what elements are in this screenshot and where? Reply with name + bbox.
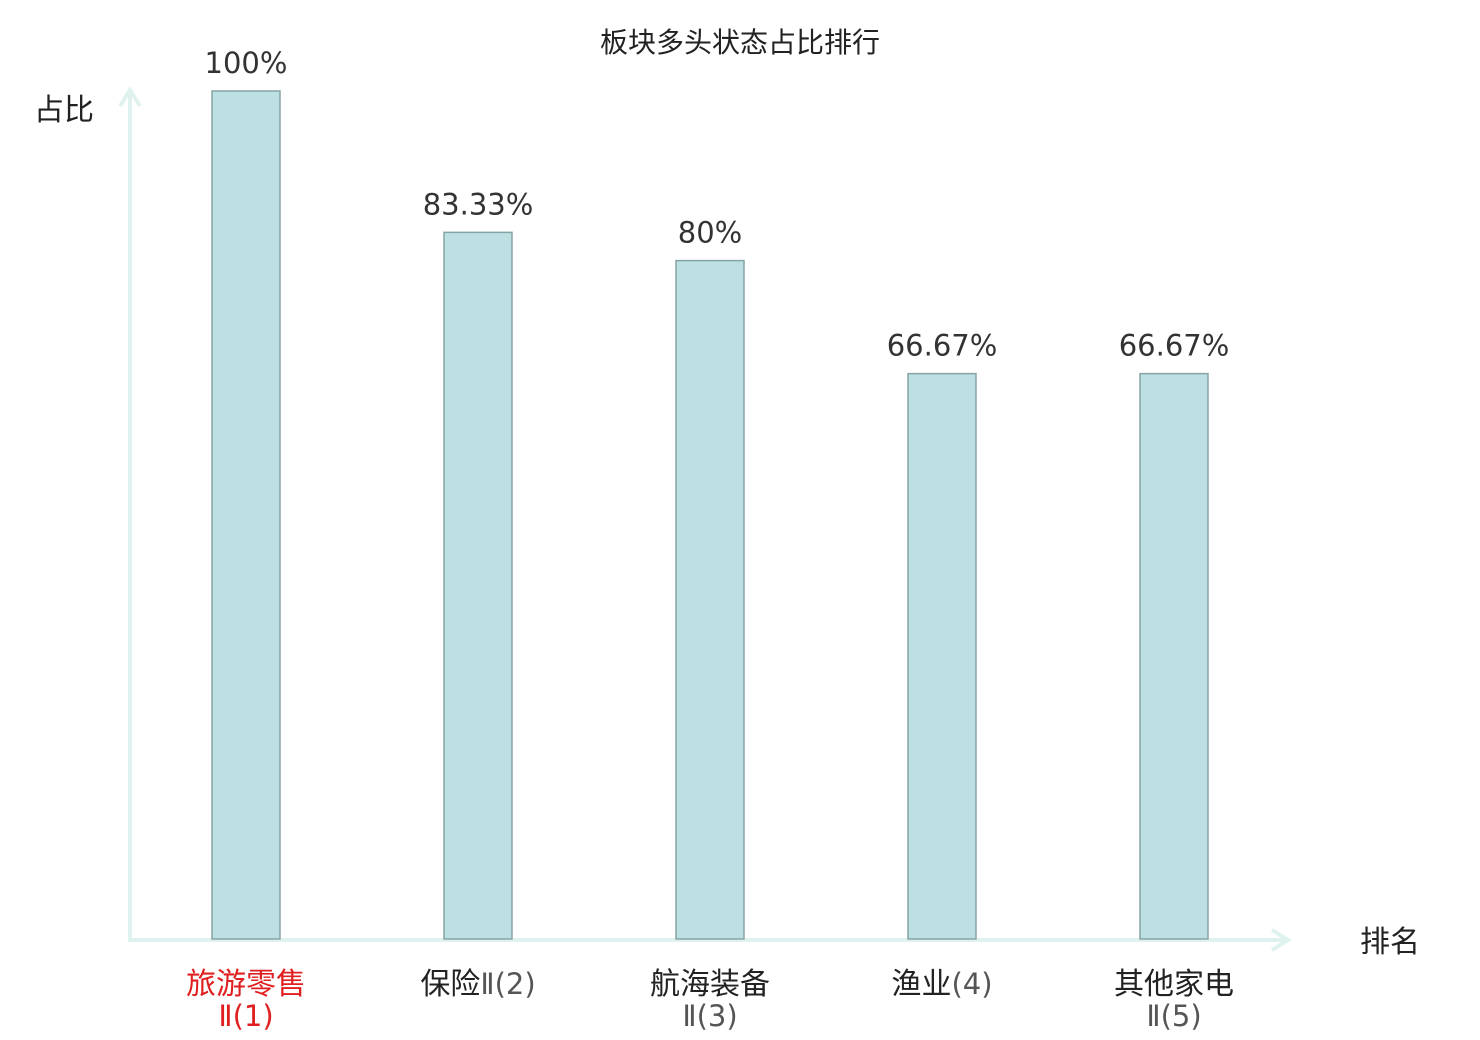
category-label-1: 旅游零售 [186,967,306,1002]
bar-1 [211,90,281,940]
bar-value-label-1: 100% [205,46,288,80]
category-label-suffix-3: Ⅱ(3) [682,999,737,1033]
bar-5 [1139,372,1209,940]
bar-value-label-5: 66.67% [1119,329,1230,363]
bar-value-label-4: 66.67% [887,329,998,363]
y-axis-label: 占比 [34,93,94,128]
category-label-4: 渔业(4) [891,967,992,1002]
bar-3 [675,259,745,940]
bar-value-label-2: 83.33% [423,187,534,221]
bar-value-label-3: 80% [678,216,742,250]
category-label-5: 其他家电 [1114,967,1234,1002]
category-label-2: 保险Ⅱ(2) [420,967,535,1002]
category-label-suffix-5: Ⅱ(5) [1146,999,1201,1033]
chart-title: 板块多头状态占比排行 [600,26,880,59]
category-label-suffix-1: Ⅱ(1) [218,999,273,1033]
value-labels-group: 100% 83.33% 80% 66.67% 66.67% [205,46,1230,363]
bars-group [211,90,1209,940]
bar-4 [907,372,977,940]
x-axis-arrow [1270,928,1292,952]
bar-2 [443,231,513,940]
category-label-3: 航海装备 [650,967,770,1002]
y-axis-arrow [118,86,142,108]
x-axis-label: 排名 [1360,925,1420,960]
